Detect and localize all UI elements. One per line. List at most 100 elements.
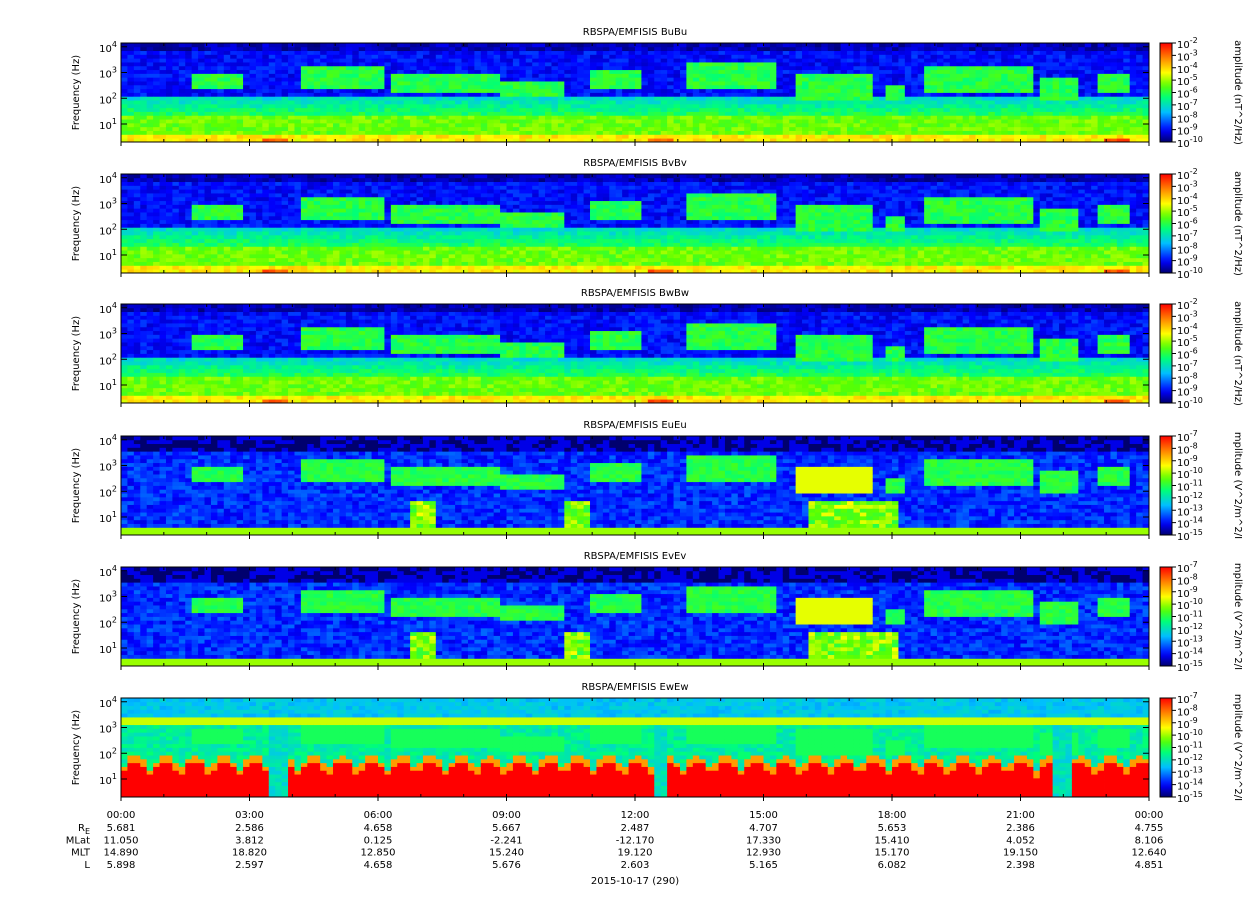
spectrogram-cell — [898, 104, 905, 108]
spectrogram-cell — [160, 54, 167, 58]
spectrogram-cell — [828, 89, 835, 93]
spectrogram-cell — [905, 96, 912, 100]
spectrogram-cell — [250, 212, 257, 216]
spectrogram-cell — [1078, 100, 1085, 104]
spectrogram-cell — [931, 123, 938, 127]
spectrogram-cell — [712, 104, 719, 108]
spectrogram-cell — [706, 115, 713, 119]
spectrogram-cell — [789, 112, 796, 116]
spectrogram-cell — [834, 85, 841, 89]
spectrogram-cell — [757, 131, 764, 135]
spectrogram-cell — [1040, 85, 1047, 89]
spectrogram-cell — [905, 108, 912, 112]
spectrogram-cell — [545, 96, 552, 100]
spectrogram-cell — [301, 93, 308, 97]
spectrogram-cell — [1085, 43, 1092, 47]
spectrogram-cell — [969, 89, 976, 93]
spectrogram-cell — [603, 70, 610, 74]
spectrogram-cell — [487, 54, 494, 58]
spectrogram-cell — [1059, 54, 1066, 58]
spectrogram-cell — [1104, 127, 1111, 131]
spectrogram-cell — [571, 108, 578, 112]
spectrogram-cell — [1021, 112, 1028, 116]
spectrogram-cell — [275, 131, 282, 135]
spectrogram-cell — [352, 93, 359, 97]
spectrogram-cell — [429, 89, 436, 93]
spectrogram-cell — [635, 134, 642, 138]
spectrogram-cell — [269, 262, 276, 266]
spectrogram-cell — [603, 108, 610, 112]
spectrogram-cell — [1085, 85, 1092, 89]
spectrogram-cell — [1065, 115, 1072, 119]
spectrogram-cell — [654, 85, 661, 89]
spectrogram-cell — [423, 112, 430, 116]
spectrogram-cell — [551, 47, 558, 51]
spectrogram-cell — [140, 127, 147, 131]
spectrogram-cell — [153, 243, 160, 247]
spectrogram-cell — [1040, 104, 1047, 108]
spectrogram-cell — [808, 70, 815, 74]
spectrogram-cell — [172, 254, 179, 258]
spectrogram-cell — [918, 115, 925, 119]
spectrogram-cell — [1014, 96, 1021, 100]
spectrogram-cell — [1098, 43, 1105, 47]
spectrogram-cell — [217, 108, 224, 112]
spectrogram-cell — [751, 119, 758, 123]
spectrogram-cell — [931, 62, 938, 66]
spectrogram-cell — [417, 85, 424, 89]
spectrogram-cell — [532, 123, 539, 127]
spectrogram-cell — [365, 77, 372, 81]
spectrogram-cell — [314, 66, 321, 70]
spectrogram-cell — [629, 93, 636, 97]
spectrogram-cell — [282, 77, 289, 81]
spectrogram-cell — [725, 81, 732, 85]
spectrogram-cell — [262, 47, 269, 51]
spectrogram-cell — [648, 112, 655, 116]
spectrogram-cell — [629, 134, 636, 138]
spectrogram-cell — [134, 93, 141, 97]
spectrogram-cell — [853, 43, 860, 47]
spectrogram-cell — [911, 51, 918, 55]
spectrogram-cell — [802, 100, 809, 104]
spectrogram-cell — [976, 119, 983, 123]
spectrogram-cell — [616, 51, 623, 55]
spectrogram-cell — [738, 70, 745, 74]
spectrogram-cell — [507, 104, 514, 108]
spectrogram-cell — [1078, 123, 1085, 127]
spectrogram-cell — [1001, 127, 1008, 131]
spectrogram-cell — [834, 81, 841, 85]
spectrogram-cell — [198, 51, 205, 55]
spectrogram-cell — [866, 43, 873, 47]
spectrogram-cell — [815, 51, 822, 55]
spectrogram-cell — [616, 77, 623, 81]
spectrogram-cell — [384, 100, 391, 104]
spectrogram-cell — [1072, 119, 1079, 123]
spectrogram-cell — [185, 47, 192, 51]
spectrogram-cell — [641, 43, 648, 47]
spectrogram-cell — [1136, 134, 1143, 138]
spectrogram-cell — [198, 189, 205, 193]
spectrogram-cell — [879, 66, 886, 70]
spectrogram-cell — [744, 70, 751, 74]
spectrogram-cell — [1123, 73, 1130, 77]
spectrogram-cell — [783, 54, 790, 58]
spectrogram-cell — [127, 201, 134, 205]
spectrogram-cell — [121, 89, 128, 93]
spectrogram-cell — [937, 47, 944, 51]
spectrogram-cell — [294, 96, 301, 100]
spectrogram-cell — [654, 58, 661, 62]
spectrogram-cell — [230, 178, 237, 182]
spectrogram-cell — [1123, 77, 1130, 81]
spectrogram-cell — [609, 85, 616, 89]
spectrogram-cell — [468, 96, 475, 100]
spectrogram-cell — [539, 47, 546, 51]
spectrogram-cell — [802, 108, 809, 112]
spectrogram-cell — [192, 108, 199, 112]
spectrogram-cell — [995, 123, 1002, 127]
spectrogram-cell — [1110, 127, 1117, 131]
spectrogram-cell — [519, 85, 526, 89]
spectrogram-cell — [205, 227, 212, 231]
spectrogram-cell — [757, 134, 764, 138]
spectrogram-cell — [333, 77, 340, 81]
spectrogram-cell — [468, 104, 475, 108]
